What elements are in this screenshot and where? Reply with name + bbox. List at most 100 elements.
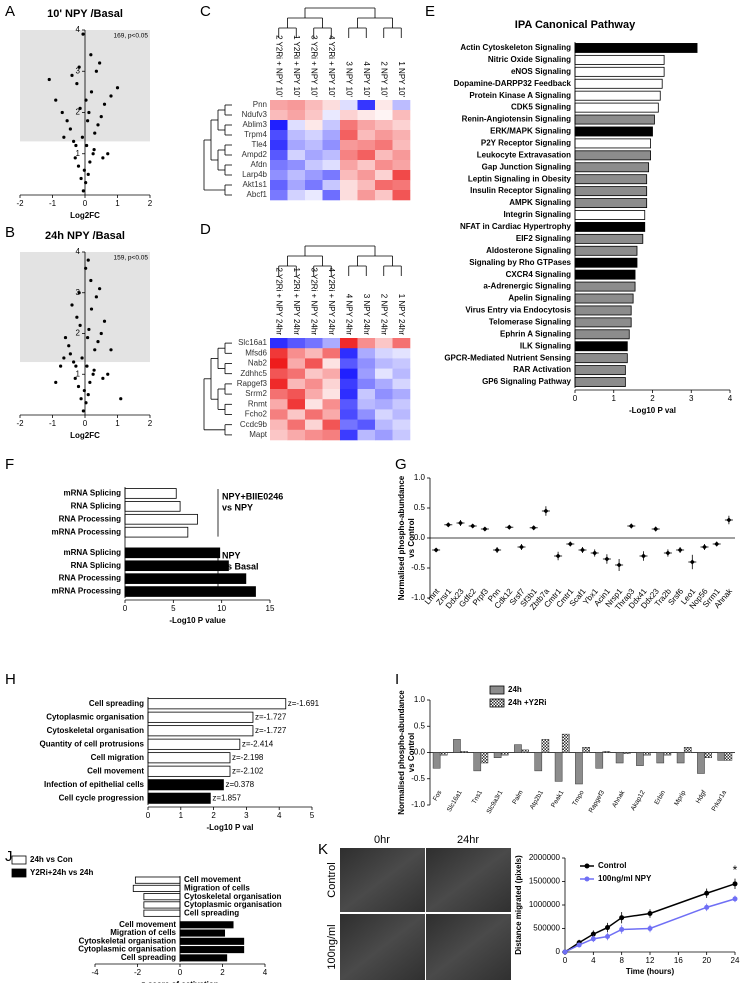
heatmap-cell — [270, 368, 288, 380]
heatmap-cell — [287, 110, 306, 121]
heatmap-cell — [375, 170, 393, 181]
heatmap-cell — [392, 368, 411, 380]
panel-letter: D — [200, 221, 211, 238]
group-label: vs Basal — [222, 562, 259, 572]
heatmap-cell — [392, 120, 411, 131]
bar — [574, 245, 638, 256]
heatmap-cell — [375, 399, 393, 410]
heatmap-cell — [357, 358, 376, 369]
point — [86, 172, 90, 176]
x-tick-label: Mprip — [673, 789, 687, 807]
point — [78, 106, 82, 110]
heatmap-cell — [287, 368, 306, 380]
category-label: Cell movement — [184, 875, 241, 884]
heatmap-cell — [305, 409, 323, 420]
z-score-label: z=-1.727 — [255, 726, 287, 735]
column-label: 2 Y2Ri + NPY 10' — [275, 35, 284, 97]
heatmap-cell — [287, 140, 306, 151]
point — [94, 295, 98, 299]
heatmap-cell — [305, 190, 323, 201]
row-label: Tle4 — [251, 140, 267, 149]
heatmap-cell — [375, 419, 393, 431]
panel-letter: C — [200, 3, 211, 20]
heatmap-cell — [270, 100, 288, 111]
heatmap-cell — [340, 120, 358, 131]
x-tick-label: 5 — [310, 811, 315, 820]
bar — [574, 365, 626, 376]
heatmap-cell — [392, 170, 411, 181]
group-label: NPY+BIIE0246 — [222, 491, 283, 501]
x-tick-label: Rapgef3 — [588, 789, 607, 814]
point — [567, 541, 573, 547]
bar — [124, 573, 247, 584]
heatmap-cell — [375, 378, 393, 390]
bar — [704, 752, 712, 758]
bar — [683, 747, 692, 753]
heatmap-cell — [392, 100, 411, 111]
point — [732, 896, 738, 902]
y-tick-label: 3 — [76, 288, 81, 297]
bar — [534, 752, 543, 772]
heatmap-cell — [322, 100, 341, 111]
heatmap-cell — [270, 358, 288, 369]
x-tick-label: 2 — [220, 968, 225, 977]
heatmap-cell — [357, 150, 376, 161]
heatmap-cell — [375, 180, 393, 191]
point — [82, 168, 86, 172]
bar — [574, 341, 628, 352]
point — [84, 181, 88, 185]
point — [92, 148, 96, 152]
point — [96, 340, 100, 344]
bar — [460, 751, 468, 753]
x-tick-label: 16 — [674, 956, 683, 965]
bar — [697, 752, 705, 774]
category-label: Cell spreading — [121, 953, 176, 962]
bar — [717, 752, 726, 761]
x-tick-label: -4 — [91, 968, 99, 977]
bar — [124, 513, 198, 525]
point — [92, 368, 96, 372]
heatmap-cell — [340, 338, 358, 349]
heatmap-cell — [340, 150, 358, 161]
category-label: Cytoskeletal organisation — [79, 936, 176, 945]
heatmap-cell — [357, 110, 376, 121]
heatmap-cell — [322, 130, 341, 141]
row-label: Mfsd6 — [245, 348, 267, 357]
legend-swatch — [489, 698, 505, 708]
bar — [132, 884, 181, 892]
point — [640, 553, 647, 559]
point — [562, 949, 568, 955]
bar — [574, 317, 632, 328]
point — [70, 303, 74, 307]
image-row-label: 100ng/ml — [326, 924, 338, 969]
heatmap-cell — [392, 190, 411, 201]
bar — [473, 752, 482, 772]
point — [592, 550, 598, 556]
x-axis-label: Time (hours) — [626, 967, 675, 976]
y-axis-label: vs Control — [407, 518, 416, 558]
heatmap-cell — [322, 389, 341, 400]
point — [54, 98, 58, 102]
heatmap-cell — [375, 429, 393, 441]
heatmap-cell — [357, 378, 376, 390]
point — [91, 152, 95, 156]
point — [616, 562, 622, 568]
panel-letter: I — [395, 671, 399, 688]
point — [109, 94, 113, 98]
point — [68, 352, 72, 356]
x-tick-label: 12 — [646, 956, 655, 965]
point — [82, 388, 86, 393]
heatmap-cell — [287, 130, 306, 141]
heatmap-cell — [340, 100, 358, 111]
z-score-label: z=-2.414 — [242, 739, 274, 748]
category-label: Cytoplasmic organisation — [78, 945, 176, 954]
point — [106, 372, 110, 376]
heatmap-cell — [357, 130, 376, 141]
point — [543, 508, 549, 514]
y-tick-label: 0 — [556, 947, 561, 956]
row-label: Akt1s1 — [243, 180, 268, 189]
point — [87, 110, 91, 115]
point — [89, 307, 94, 311]
x-tick-label: 2 — [148, 199, 153, 208]
micrograph — [340, 914, 425, 980]
